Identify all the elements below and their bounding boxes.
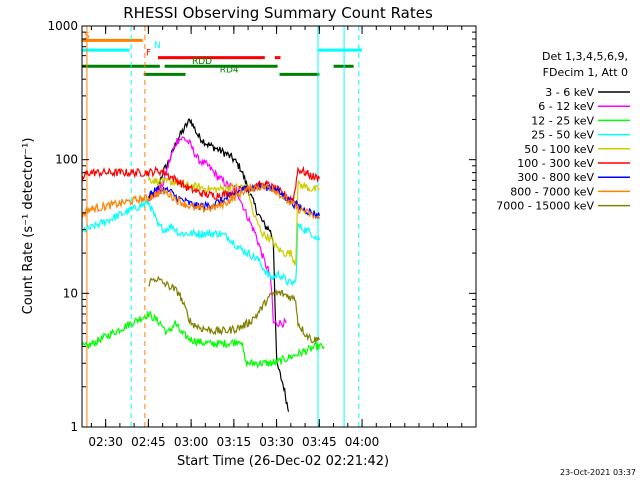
y-axis-label: Count Rate (s⁻¹ detector⁻¹) bbox=[21, 138, 36, 315]
legend-label-0: 3 - 6 keV bbox=[545, 86, 594, 99]
x-axis-ticks: 02:30 02:45 03:00 03:15 03:30 03:45 04:00 bbox=[88, 26, 463, 449]
flag-label-rdd: RDD bbox=[192, 57, 212, 67]
y-tick-label-1: 10 bbox=[63, 286, 78, 300]
detector-info: Det 1,3,4,5,6,9, bbox=[542, 50, 628, 63]
x-tick-label-6: 04:00 bbox=[345, 435, 380, 449]
y-axis-ticks: 1 10 100 1000 bbox=[47, 19, 476, 434]
chart-title: RHESSI Observing Summary Count Rates bbox=[123, 4, 433, 22]
legend-label-4: 50 - 100 keV bbox=[524, 143, 594, 156]
series-line-12-25keV bbox=[81, 310, 325, 370]
x-tick-label-1: 02:45 bbox=[131, 435, 166, 449]
y-tick-label-2: 100 bbox=[55, 153, 78, 167]
series-line-7000-15000keV bbox=[148, 275, 320, 344]
series-line-25-50keV bbox=[81, 199, 320, 288]
x-tick-label-0: 02:30 bbox=[88, 435, 123, 449]
x-axis-label: Start Time (26-Dec-02 02:21:42) bbox=[177, 454, 389, 469]
y-tick-label-3: 1000 bbox=[47, 19, 78, 33]
flag-label-rd4: RD4 bbox=[220, 65, 239, 75]
flag-label-f: F bbox=[146, 49, 151, 59]
series-line-800-7000keV bbox=[81, 182, 320, 220]
plot-frame bbox=[81, 25, 477, 428]
legend-label-1: 6 - 12 keV bbox=[538, 100, 594, 113]
legend-label-6: 300 - 800 keV bbox=[517, 171, 594, 184]
data-series bbox=[81, 118, 325, 412]
generation-timestamp: 23-Oct-2021 03:37 bbox=[560, 468, 636, 477]
legend-label-5: 100 - 300 keV bbox=[517, 157, 594, 170]
x-tick-label-5: 03:45 bbox=[302, 435, 337, 449]
instrument-flags: SNFRDDRD4 bbox=[82, 31, 363, 76]
decimation-info: FDecim 1, Att 0 bbox=[543, 66, 628, 79]
x-tick-label-3: 03:15 bbox=[217, 435, 252, 449]
y-tick-label-0: 1 bbox=[70, 420, 78, 434]
legend-label-8: 7000 - 15000 keV bbox=[496, 200, 594, 213]
x-tick-label-2: 03:00 bbox=[174, 435, 209, 449]
event-markers bbox=[86, 26, 360, 427]
series-line-3-6keV bbox=[147, 118, 290, 412]
series-line-6-12keV bbox=[148, 136, 287, 329]
legend-label-3: 25 - 50 keV bbox=[531, 129, 594, 142]
legend-label-2: 12 - 25 keV bbox=[531, 114, 594, 127]
x-tick-label-4: 03:30 bbox=[259, 435, 294, 449]
flag-label-n: N bbox=[154, 41, 161, 51]
legend-label-7: 800 - 7000 keV bbox=[510, 185, 594, 198]
